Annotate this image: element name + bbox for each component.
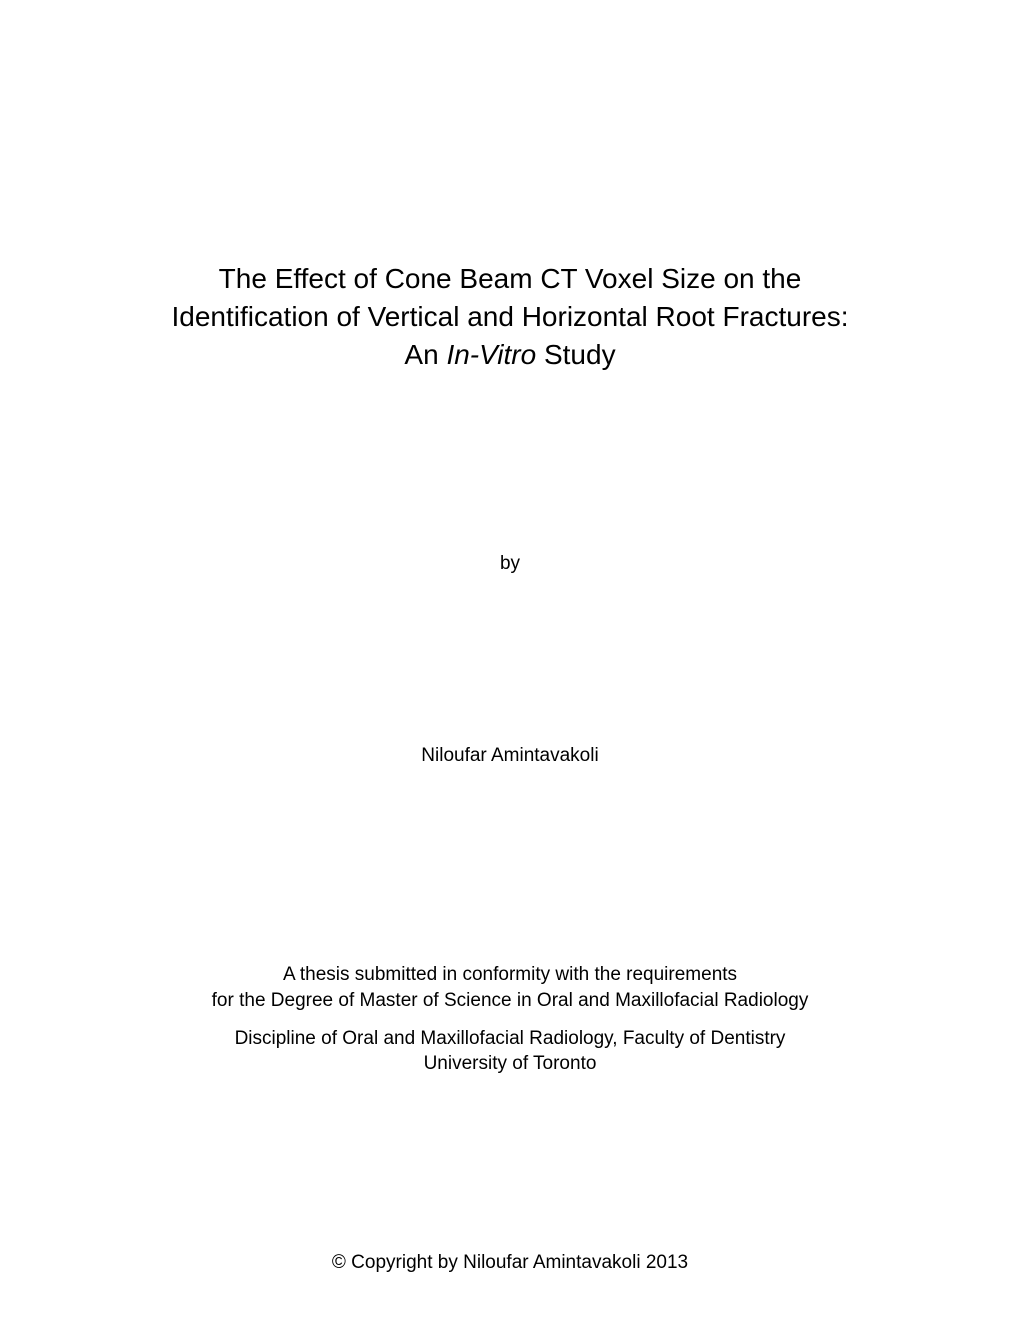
submission-line-3: Discipline of Oral and Maxillofacial Rad… xyxy=(90,1026,930,1052)
submission-statement: A thesis submitted in conformity with th… xyxy=(90,962,930,1077)
submission-line-1: A thesis submitted in conformity with th… xyxy=(90,962,930,988)
title-line-3: An In-Vitro Study xyxy=(90,336,930,374)
by-label: by xyxy=(90,553,930,575)
title-line-2: Identification of Vertical and Horizonta… xyxy=(90,298,930,336)
submission-line-2: for the Degree of Master of Science in O… xyxy=(90,988,930,1014)
thesis-title: The Effect of Cone Beam CT Voxel Size on… xyxy=(90,260,930,373)
submission-line-4: University of Toronto xyxy=(90,1051,930,1077)
author-name: Niloufar Amintavakoli xyxy=(90,745,930,767)
title-line-3-prefix: An xyxy=(404,339,446,370)
title-line-3-suffix: Study xyxy=(536,339,615,370)
copyright-notice: © Copyright by Niloufar Amintavakoli 201… xyxy=(90,1252,930,1274)
title-line-1: The Effect of Cone Beam CT Voxel Size on… xyxy=(90,260,930,298)
title-line-3-italic: In-Vitro xyxy=(446,339,536,370)
